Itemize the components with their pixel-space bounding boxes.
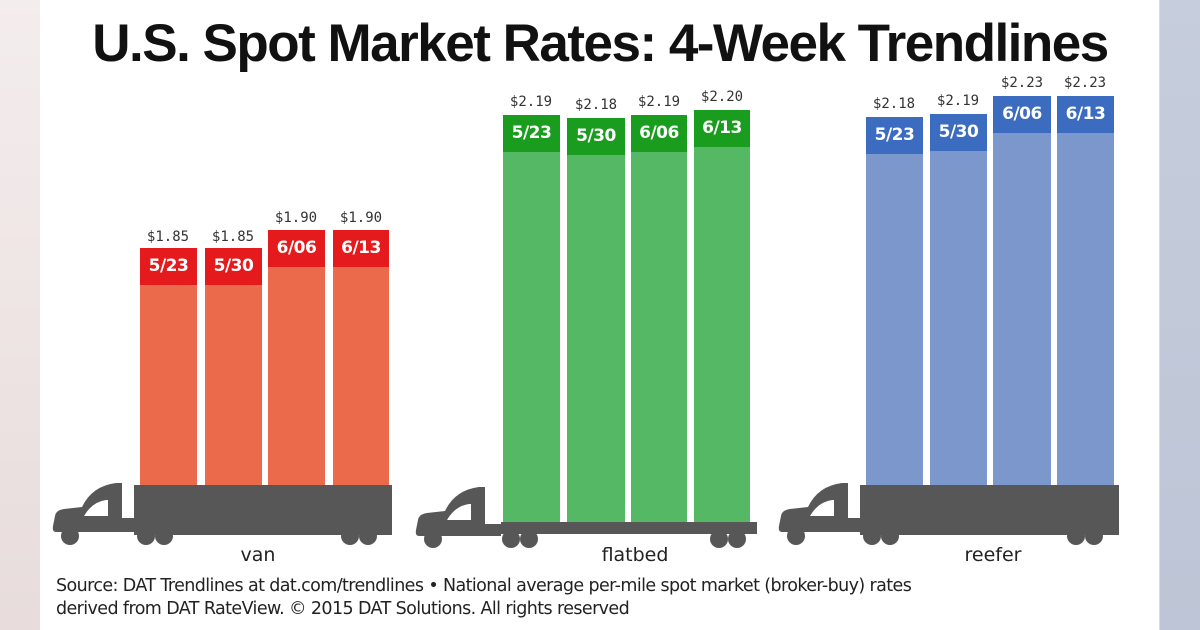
chart-title: U.S. Spot Market Rates: 4-Week Trendline…	[92, 14, 1109, 73]
bar-value-label: $1.85	[146, 229, 190, 245]
bar-value-label: $2.20	[700, 89, 744, 105]
bar-date-label: 6/06	[268, 230, 325, 267]
reefer-bar-5-30: 5/30	[930, 114, 987, 485]
van-truck-icon	[52, 483, 392, 545]
flatbed-bar-5-30: 5/30	[567, 118, 625, 522]
bar-value-label: $2.18	[574, 97, 618, 113]
bar-value-label: $2.19	[936, 93, 980, 109]
van-bar-5-23: 5/23	[140, 248, 197, 485]
bar-value-label: $1.90	[339, 210, 383, 226]
bar-date-label: 5/30	[930, 114, 987, 151]
source-note: Source: DAT Trendlines at dat.com/trendl…	[56, 575, 1136, 621]
right-margin	[1159, 0, 1200, 630]
bar-date-label: 6/06	[993, 96, 1051, 133]
bar-value-label: $2.19	[509, 94, 553, 110]
bar-value-label: $2.18	[872, 96, 916, 112]
reefer-bar-6-06: 6/06	[993, 96, 1051, 485]
bar-value-label: $1.90	[274, 210, 318, 226]
bar-date-label: 5/23	[140, 248, 197, 285]
bar-value-label: $2.19	[637, 94, 681, 110]
bar-value-label: $1.85	[211, 229, 255, 245]
bar-date-label: 6/13	[694, 110, 750, 147]
bar-value-label: $2.23	[1000, 75, 1044, 91]
left-margin	[0, 0, 40, 630]
reefer-label: reefer	[964, 544, 1022, 566]
van-bar-6-06: 6/06	[268, 230, 325, 485]
van-bar-5-30: 5/30	[205, 248, 262, 485]
flatbed-bar-5-23: 5/23	[503, 115, 560, 522]
reefer-bar-5-23: 5/23	[866, 117, 923, 485]
bar-date-label: 6/13	[1057, 96, 1114, 133]
reefer-bar-6-13: 6/13	[1057, 96, 1114, 485]
bar-date-label: 5/23	[503, 115, 560, 152]
reefer-truck-icon	[778, 483, 1119, 545]
flatbed-bar-6-13: 6/13	[694, 110, 750, 522]
source-line-1: Source: DAT Trendlines at dat.com/trendl…	[56, 576, 912, 596]
bar-date-label: 5/30	[567, 118, 625, 155]
flatbed-truck-icon	[415, 487, 757, 548]
bar-date-label: 5/23	[866, 117, 923, 154]
bar-date-label: 6/13	[333, 230, 389, 267]
flatbed-bar-6-06: 6/06	[631, 115, 687, 522]
bar-date-label: 5/30	[205, 248, 262, 285]
source-line-2: derived from DAT RateView. © 2015 DAT So…	[56, 599, 630, 619]
van-bar-6-13: 6/13	[333, 230, 389, 485]
bar-value-label: $2.23	[1063, 75, 1107, 91]
van-label: van	[240, 544, 276, 566]
bar-date-label: 6/06	[631, 115, 687, 152]
flatbed-label: flatbed	[601, 544, 669, 566]
